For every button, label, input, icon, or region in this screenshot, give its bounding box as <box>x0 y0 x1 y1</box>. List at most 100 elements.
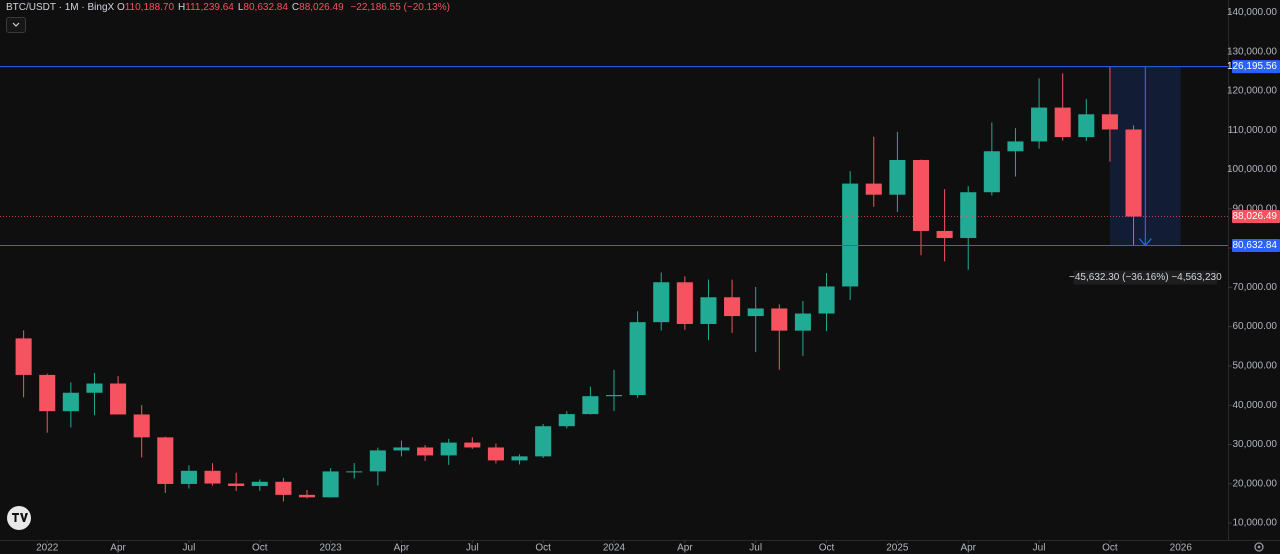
candle-body <box>558 414 575 427</box>
candle <box>62 382 79 428</box>
candle-body <box>724 297 741 317</box>
candle-body <box>865 183 882 195</box>
price-label: 126,195.56 <box>1227 61 1277 72</box>
candle-body <box>700 297 717 324</box>
candle <box>629 311 646 398</box>
candle <box>369 447 386 486</box>
candle-body <box>110 383 127 415</box>
candle-body <box>133 414 150 438</box>
y-tick-label: 110,000.00 <box>1228 125 1278 136</box>
ohlc-key: L <box>237 2 244 13</box>
measure-label-bg <box>1073 270 1218 285</box>
x-tick-label: Jul <box>466 543 479 554</box>
candle-body <box>511 456 528 461</box>
y-tick-label: 140,000.00 <box>1227 7 1277 18</box>
candle-body <box>1125 129 1142 217</box>
candle <box>889 131 906 213</box>
ohlc: O110,188.70 H111,239.64 L80,632.84 C88,026.… <box>117 2 348 13</box>
price-label: 88,026.49 <box>1233 211 1278 222</box>
candle-body <box>369 450 386 472</box>
candle <box>180 465 197 489</box>
candle-body <box>842 183 859 287</box>
candle <box>298 490 316 499</box>
candle <box>417 445 434 461</box>
chevron <box>12 22 20 27</box>
tv-logo <box>7 506 31 530</box>
candle-body <box>417 447 434 456</box>
change: −22,186.55 (−20.13%) <box>350 2 450 13</box>
candle <box>251 479 268 491</box>
candle-body <box>629 322 646 396</box>
candle <box>511 454 528 465</box>
candle-body <box>605 395 623 397</box>
candle <box>535 424 552 459</box>
candle <box>582 386 599 415</box>
candle-body <box>86 383 103 393</box>
candle <box>322 468 339 498</box>
y-tick-label: 60,000.00 <box>1233 321 1278 332</box>
symbol: BTC/USDT · 1M · BingX <box>6 2 115 13</box>
candle-body <box>1031 107 1048 142</box>
y-tick-label: 40,000.00 <box>1233 400 1278 411</box>
x-tick-label: Jul <box>183 543 196 554</box>
candle-body <box>322 471 339 498</box>
y-tick-label: 20,000.00 <box>1233 478 1278 489</box>
price-label-bg <box>1232 239 1280 253</box>
candle <box>440 438 457 465</box>
candle <box>724 279 741 333</box>
candle <box>275 477 292 502</box>
candle-body <box>818 286 835 314</box>
candle-body <box>983 151 1000 193</box>
x-tick-label: Apr <box>960 543 976 554</box>
ohlc-key: H <box>178 2 186 13</box>
candle <box>842 171 859 300</box>
y-tick-label: 70,000.00 <box>1233 282 1278 293</box>
candle-body <box>1054 107 1071 138</box>
candle-body <box>582 396 599 415</box>
candle <box>771 304 788 370</box>
settings-button[interactable] <box>1254 542 1264 552</box>
ohlc-key: O <box>116 2 125 13</box>
measure-label: −45,632.30 (−36.16%) −4,563,230 <box>1069 272 1222 283</box>
candle-body <box>889 159 906 195</box>
candle <box>204 463 221 486</box>
x-tick-label: Jul <box>749 543 762 554</box>
candle <box>1007 128 1024 177</box>
candle <box>747 287 764 353</box>
x-tick-label: 2026 <box>1170 543 1193 554</box>
candle <box>1054 73 1071 141</box>
y-tick-label: 30,000.00 <box>1233 439 1278 450</box>
candle <box>39 373 56 433</box>
candle <box>936 189 953 262</box>
collapse-button[interactable] <box>6 17 26 33</box>
price-label-bg <box>1232 60 1280 74</box>
candle <box>133 405 150 458</box>
x-tick-label: Oct <box>819 543 835 554</box>
candle-body <box>275 481 292 495</box>
candle-body <box>1101 114 1118 130</box>
candle <box>1125 125 1142 246</box>
candle-body <box>535 426 552 457</box>
candle-body <box>346 471 363 473</box>
candle <box>960 186 977 270</box>
candle <box>794 301 811 356</box>
candle <box>676 276 693 330</box>
candle <box>15 330 32 398</box>
x-tick-label: Jul <box>1033 543 1046 554</box>
candle-body <box>298 494 316 498</box>
candle-body <box>794 313 811 331</box>
x-tick-label: 2022 <box>36 543 59 554</box>
ohlc-key: C <box>291 2 300 13</box>
candle <box>464 437 481 449</box>
candle <box>1031 78 1048 149</box>
x-tick-label: 2024 <box>603 543 626 554</box>
x-tick-label: 2025 <box>886 543 909 554</box>
candle-body <box>1007 141 1024 152</box>
y-tick-label: 100,000.00 <box>1227 164 1277 175</box>
candle <box>983 122 1000 196</box>
candle <box>1078 99 1095 141</box>
candle-body <box>157 437 174 484</box>
